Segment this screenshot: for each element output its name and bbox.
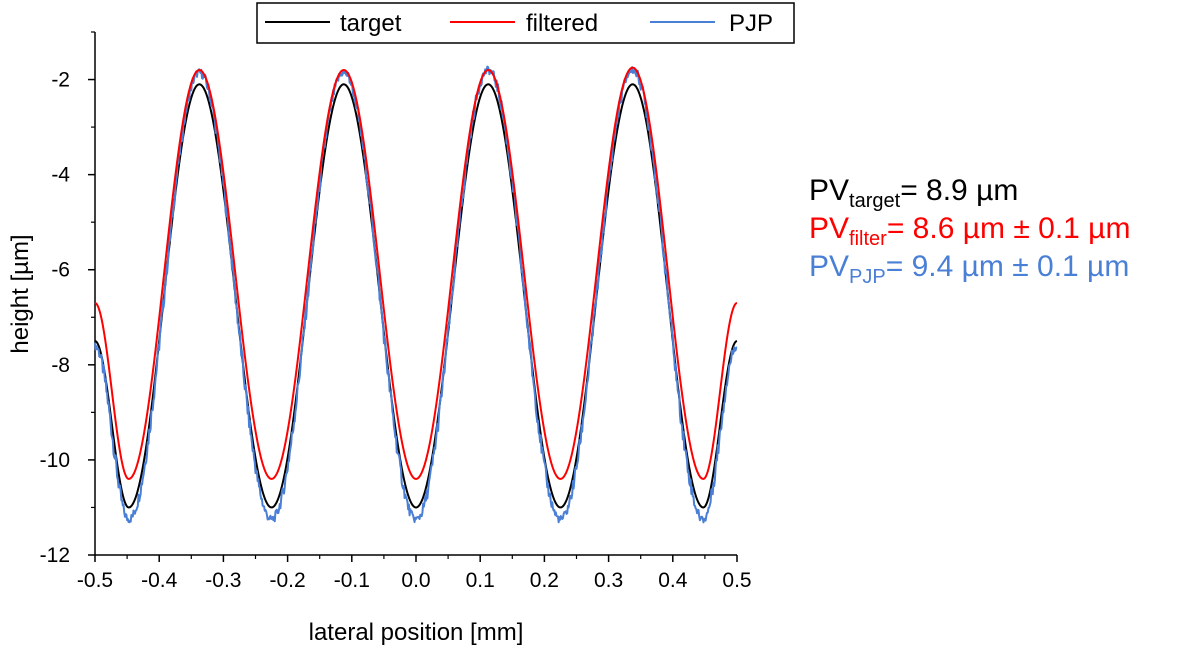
- y-tick-label: -8: [51, 354, 70, 377]
- axes-frame: [94, 32, 737, 556]
- series-line-filtered: [94, 66, 738, 480]
- x-tick-label: -0.1: [334, 569, 370, 592]
- pv-target-annotation: PVtarget= 8.9 µm: [809, 172, 1130, 212]
- y-tick-label: -12: [40, 544, 70, 567]
- pv-pjp-annotation: PVPJP= 9.4 µm ± 0.1 µm: [809, 248, 1130, 288]
- legend-label-target: target: [340, 10, 402, 37]
- x-tick-label: 0.5: [722, 569, 751, 592]
- axis-ticks: -0.5 -0.4 -0.3 -0.2 -0.1 0.0 0.1 0.2 0.3 0.4 0.5 -2…: [40, 31, 752, 592]
- pv-filter-annotation: PVfilter= 8.6 µm ± 0.1 µm: [809, 210, 1131, 250]
- legend: target filtered PJP: [256, 2, 795, 44]
- pv-target-sub: target: [849, 190, 901, 212]
- series-line-target: [94, 83, 738, 509]
- pv-target-value: = 8.9 µm: [900, 174, 1019, 207]
- y-tick-label: -6: [51, 259, 70, 282]
- pv-pjp-main: PV: [809, 250, 850, 283]
- pv-pjp-sub: PJP: [849, 266, 886, 288]
- legend-label-filtered: filtered: [526, 10, 598, 37]
- pv-filter-main: PV: [809, 212, 850, 245]
- y-axis-label: height [µm]: [7, 234, 34, 353]
- pv-target-main: PV: [809, 174, 850, 207]
- y-tick-label: -2: [51, 69, 70, 92]
- x-tick-label: -0.4: [141, 569, 178, 592]
- y-tick-label: -4: [51, 164, 70, 187]
- x-tick-label: 0.1: [466, 569, 495, 592]
- x-tick-label: -0.3: [205, 569, 241, 592]
- series-lines: [94, 65, 738, 524]
- x-axis-label: lateral position [mm]: [309, 619, 524, 646]
- y-tick-label: -10: [40, 449, 70, 472]
- x-tick-label: 0.3: [594, 569, 623, 592]
- x-tick-label: -0.2: [270, 569, 306, 592]
- x-tick-label: 0.2: [530, 569, 559, 592]
- pv-filter-value: = 8.6 µm ± 0.1 µm: [886, 212, 1131, 245]
- x-tick-label: 0.0: [401, 569, 430, 592]
- pv-annotations: PVtarget= 8.9 µm PVfilter= 8.6 µm ± 0.1 …: [809, 172, 1131, 288]
- x-tick-label: -0.5: [77, 569, 113, 592]
- legend-label-pjp: PJP: [729, 10, 773, 37]
- pv-filter-sub: filter: [849, 228, 887, 250]
- x-tick-label: 0.4: [658, 569, 688, 592]
- pv-pjp-value: = 9.4 µm ± 0.1 µm: [885, 250, 1130, 283]
- series-line-pjp: [94, 65, 738, 524]
